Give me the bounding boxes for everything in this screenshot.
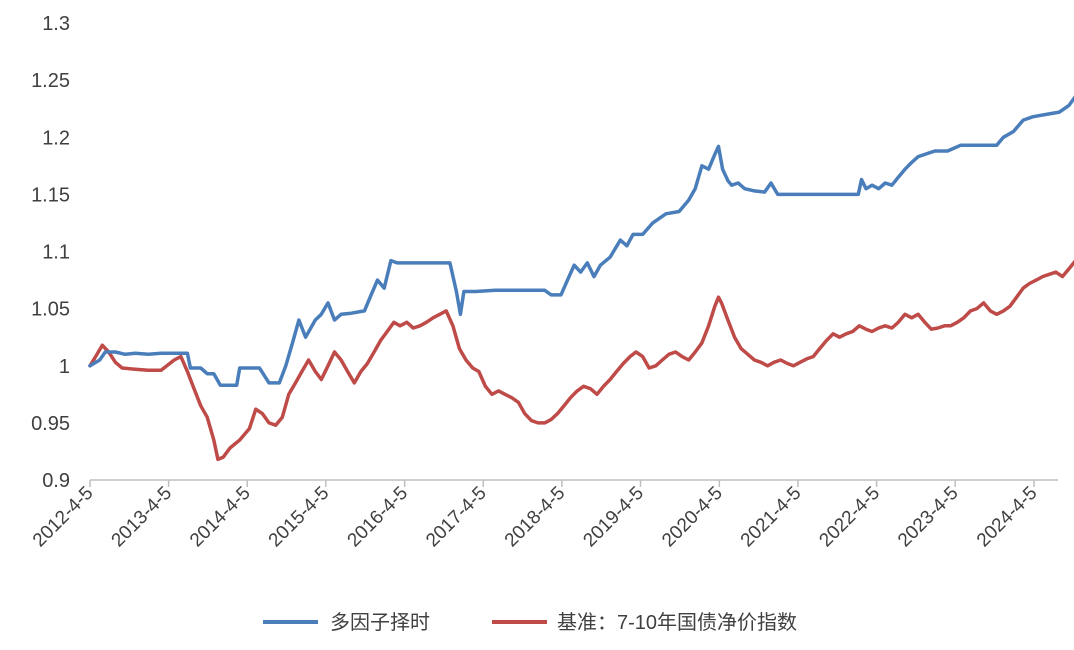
x-tick-label: 2017-4-5: [422, 483, 491, 552]
x-tick-label: 2012-4-5: [29, 483, 98, 552]
x-tick-label: 2018-4-5: [501, 483, 570, 552]
x-tick-label: 2016-4-5: [344, 483, 413, 552]
y-tick-label: 1.2: [42, 127, 70, 149]
x-tick-label: 2020-4-5: [658, 483, 727, 552]
y-tick-label: 1: [59, 356, 70, 378]
legend-label-benchmark: 基准：7-10年国债净价指数: [557, 611, 797, 634]
x-tick-label: 2014-4-5: [186, 483, 255, 552]
legend-item-multi-factor[interactable]: 多因子择时: [263, 611, 430, 634]
series-lines: [88, 95, 1074, 462]
y-axis: 0.9 0.95 1 1.05 1.1 1.15 1.2 1.25 1.3: [31, 13, 70, 492]
series-line-benchmark: [88, 259, 1074, 462]
series-line-multi-factor: [88, 95, 1074, 387]
y-tick-label: 0.9: [42, 470, 70, 492]
x-tick-label: 2015-4-5: [265, 483, 334, 552]
x-tick-label: 2024-4-5: [973, 483, 1042, 552]
y-tick-label: 1.25: [31, 70, 70, 92]
y-tick-label: 1.3: [42, 13, 70, 35]
x-tick-label: 2019-4-5: [579, 483, 648, 552]
x-tick-label: 2021-4-5: [737, 483, 806, 552]
y-tick-label: 1.15: [31, 184, 70, 206]
x-tick-label: 2023-4-5: [894, 483, 963, 552]
legend-item-benchmark[interactable]: 基准：7-10年国债净价指数: [492, 611, 797, 634]
y-tick-label: 1.05: [31, 299, 70, 321]
x-axis: 2012-4-5 2013-4-5 2014-4-5 2015-4-5 2016-4-5…: [29, 479, 1058, 552]
x-tick-label: 2022-4-5: [815, 483, 884, 552]
legend-label-multi-factor: 多因子择时: [330, 611, 430, 634]
legend: 多因子择时 基准：7-10年国债净价指数: [263, 611, 797, 634]
y-tick-label: 0.95: [31, 413, 70, 435]
y-tick-label: 1.1: [42, 242, 70, 264]
x-tick-label: 2013-4-5: [108, 483, 177, 552]
